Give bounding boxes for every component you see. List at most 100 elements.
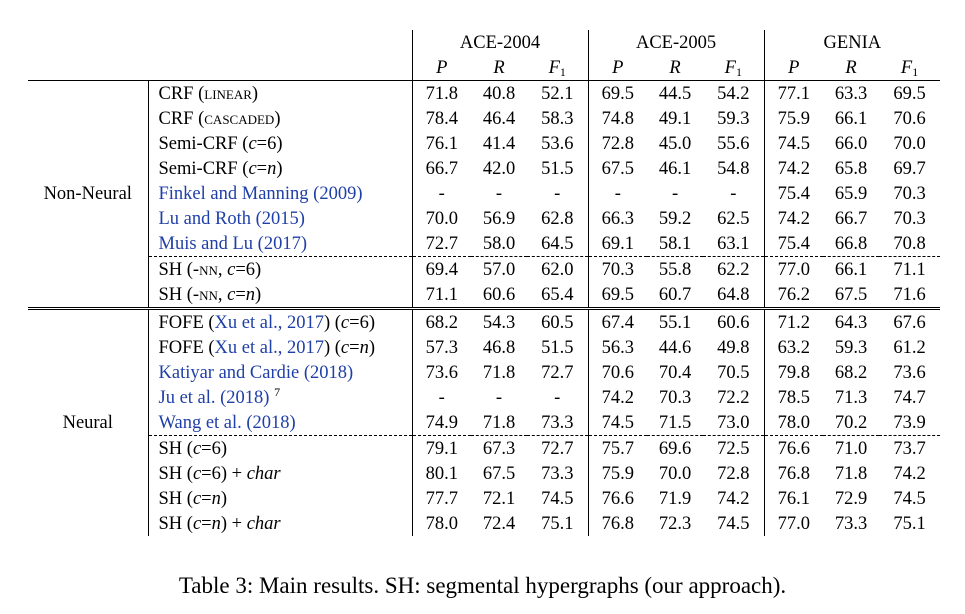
score-cell: 55.8 — [647, 256, 704, 282]
score-cell: 51.5 — [541, 337, 574, 358]
score-cell: 67.4 — [587, 307, 648, 335]
table-row: Katiyar and Cardie (2018) 73.6 71.8 72.7 70.… — [28, 360, 940, 385]
score-cell: 78.4 — [411, 106, 471, 131]
score-cell: 80.1 — [411, 461, 471, 486]
score-cell: - — [411, 385, 471, 410]
score-cell: 70.0 — [411, 206, 471, 231]
score-cell: 73.3 — [541, 463, 574, 484]
score-cell: 76.1 — [411, 131, 471, 156]
metric-header: F1 — [548, 57, 566, 79]
score-cell: 45.0 — [658, 133, 692, 154]
score-cell: 59.3 — [717, 108, 750, 129]
table-row: Semi-CRF (c=n) 66.7 42.0 51.5 67.5 46.1 54.8 74… — [28, 156, 940, 181]
method-name: Finkel and Manning (2009) — [147, 181, 412, 206]
score-cell: 74.2 — [893, 463, 926, 484]
score-cell: 70.0 — [658, 463, 692, 484]
table-row: SH (-nn, c=n) 71.1 60.6 65.4 69.5 60.7 64.8 76.… — [28, 282, 940, 309]
table-row: Neural FOFE (Xu et al., 2017) (c=6) 68.2 54… — [28, 307, 941, 536]
table-row: Finkel and Manning (2009) - - - - - -75.4 65.9 7… — [28, 181, 940, 206]
score-cell: 64.8 — [717, 284, 750, 305]
method-name: Wang et al. (2018) — [147, 410, 412, 436]
score-cell: 70.0 — [893, 133, 926, 154]
score-cell: 73.9 — [893, 412, 926, 433]
metric-header: P — [411, 55, 471, 81]
score-cell: 66.1 — [834, 108, 868, 129]
metric-header: F1 — [724, 57, 742, 79]
score-cell: 72.7 — [527, 435, 589, 461]
score-cell: 70.5 — [717, 362, 750, 383]
score-cell: 70.6 — [587, 360, 648, 385]
table-caption: Table 3: Main results. SH: segmental hyp… — [178, 573, 787, 598]
score-cell: 67.3 — [471, 435, 527, 461]
score-cell: 74.5 — [587, 410, 648, 436]
metric-header: R — [845, 57, 857, 78]
results-table: ACE-2004 ACE-2005 GENIA P R F1 P R F1 P R F1 Non… — [28, 30, 941, 536]
score-cell: 72.8 — [587, 131, 648, 156]
score-cell: 73.6 — [411, 360, 471, 385]
method-name: Katiyar and Cardie (2018) — [147, 360, 412, 385]
score-cell: 67.5 — [587, 156, 648, 181]
score-cell: 71.8 — [482, 412, 516, 433]
table-row: Ju et al. (2018) 7- - -74.2 70.3 72.2 78.5 71.… — [28, 385, 940, 410]
score-cell: 74.2 — [763, 156, 824, 181]
results-body: Non-Neural CRF (linear) 71.8 40.8 52.1 69.5 44… — [28, 80, 941, 536]
score-cell: 69.5 — [893, 83, 926, 104]
score-cell: 79.8 — [763, 360, 824, 385]
score-cell: 65.8 — [834, 158, 868, 179]
score-cell: 75.4 — [763, 181, 824, 206]
method-name: Semi-CRF (c=n) — [147, 156, 412, 181]
score-cell: 70.8 — [893, 233, 926, 254]
score-cell: 76.6 — [587, 486, 648, 511]
score-cell: 62.2 — [703, 256, 765, 282]
method-name: Ju et al. (2018) 7 — [147, 385, 412, 410]
score-cell: 70.6 — [893, 108, 926, 129]
score-cell: 65.9 — [834, 183, 868, 204]
score-cell: 78.0 — [763, 410, 824, 436]
score-cell: 77.1 — [763, 80, 824, 106]
score-cell: 76.8 — [587, 511, 648, 536]
score-cell: - — [411, 181, 471, 206]
score-cell: 46.8 — [482, 337, 516, 358]
score-cell: - — [495, 183, 503, 204]
score-cell: 59.2 — [658, 208, 692, 229]
score-cell: 63.1 — [717, 233, 750, 254]
score-cell: 66.7 — [834, 208, 868, 229]
table-row: CRF (cascaded) 78.4 46.4 58.3 74.8 49.1 59.3 75… — [28, 106, 940, 131]
score-cell: 49.8 — [717, 337, 750, 358]
score-cell: 75.4 — [763, 231, 824, 257]
score-cell: 70.3 — [587, 256, 648, 282]
score-cell: 76.8 — [763, 461, 824, 486]
score-cell: 70.4 — [658, 362, 692, 383]
score-cell: 54.2 — [717, 83, 750, 104]
score-cell: 62.5 — [717, 208, 750, 229]
score-cell: 74.2 — [717, 488, 750, 509]
score-cell: 57.3 — [411, 335, 471, 360]
score-cell: 71.2 — [763, 307, 824, 335]
score-cell: 60.7 — [658, 284, 692, 305]
score-cell: 61.2 — [893, 337, 926, 358]
score-cell: 64.5 — [541, 233, 574, 254]
method-name: CRF (cascaded) — [147, 106, 412, 131]
score-cell: 60.6 — [703, 307, 765, 335]
score-cell: 41.4 — [482, 133, 516, 154]
score-cell: 55.6 — [717, 133, 750, 154]
score-cell: 60.5 — [527, 307, 589, 335]
score-cell: 67.5 — [482, 463, 516, 484]
score-cell: 69.7 — [893, 158, 926, 179]
score-cell: 73.0 — [717, 412, 750, 433]
score-cell: 72.7 — [411, 231, 471, 257]
score-cell: 68.2 — [411, 307, 471, 335]
score-cell: 74.5 — [763, 131, 824, 156]
score-cell: 72.9 — [834, 488, 868, 509]
score-cell: 57.0 — [471, 256, 527, 282]
score-cell: 71.3 — [834, 387, 868, 408]
score-cell: 63.3 — [834, 83, 868, 104]
score-cell: 76.2 — [763, 282, 824, 309]
score-cell: 69.5 — [587, 282, 648, 309]
table-row: Semi-CRF (c=6) 76.1 41.4 53.6 72.8 45.0 55.6 74… — [28, 131, 940, 156]
table-row: FOFE (Xu et al., 2017) (c=n) 57.3 46.8 51.5… — [28, 335, 940, 360]
score-cell: 71.1 — [411, 282, 471, 309]
score-cell: 74.5 — [893, 488, 926, 509]
score-cell: 72.3 — [658, 513, 692, 534]
score-cell: 77.7 — [411, 486, 471, 511]
